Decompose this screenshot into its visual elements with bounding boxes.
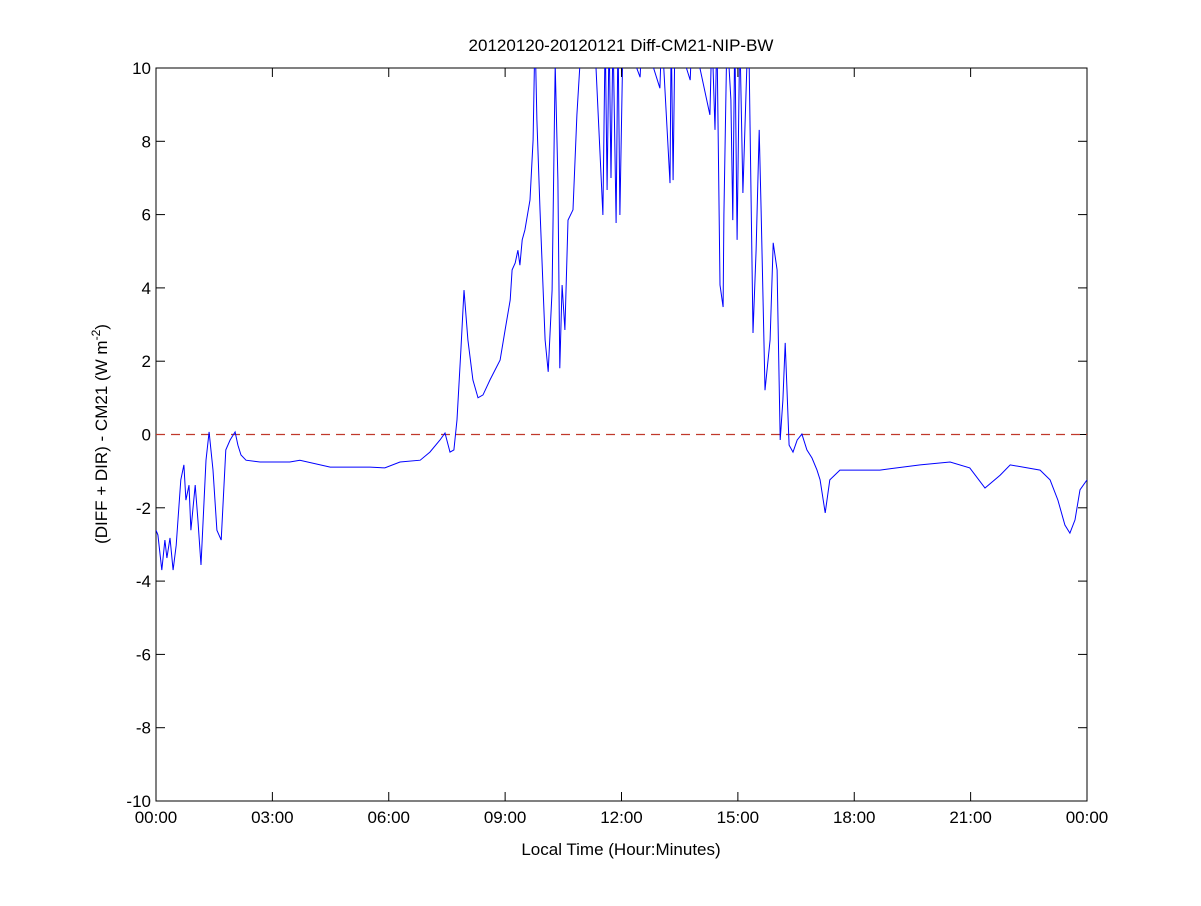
x-tick-label: 06:00 <box>367 808 410 827</box>
y-axis-label-close: ) <box>92 324 111 330</box>
x-axis-label: Local Time (Hour:Minutes) <box>521 840 720 859</box>
x-tick-label: 18:00 <box>833 808 876 827</box>
y-tick-label: 8 <box>142 132 151 151</box>
axis-ticks <box>155 67 1088 802</box>
chart-title: 20120120-20120121 Diff-CM21-NIP-BW <box>469 36 774 55</box>
y-tick-label: -6 <box>136 645 151 664</box>
series-line <box>156 68 1087 571</box>
y-tick-label: 2 <box>142 352 151 371</box>
y-tick-label: -8 <box>136 719 151 738</box>
x-tick-labels: 00:00 03:00 06:00 09:00 12:00 15:00 18:00 21:00… <box>135 808 1109 827</box>
y-tick-label: 4 <box>142 279 151 298</box>
x-tick-label: 00:00 <box>1066 808 1109 827</box>
x-tick-label: 21:00 <box>949 808 992 827</box>
x-tick-label: 00:00 <box>135 808 178 827</box>
x-tick-label: 03:00 <box>251 808 294 827</box>
y-tick-label: -2 <box>136 499 151 518</box>
y-tick-label: -4 <box>136 572 151 591</box>
y-tick-labels: -10 -8 -6 -4 -2 0 2 4 6 8 10 <box>126 59 151 811</box>
x-tick-label: 15:00 <box>717 808 760 827</box>
y-axis-label-superscript: -2 <box>89 329 103 340</box>
y-tick-label: 0 <box>142 426 151 445</box>
y-tick-label: -10 <box>126 792 151 811</box>
y-axis-label: (DIFF + DIR) - CM21 (W m-2) <box>89 324 111 544</box>
y-axis-label-main: (DIFF + DIR) - CM21 (W m <box>92 340 111 544</box>
y-tick-label: 6 <box>142 206 151 225</box>
x-tick-label: 09:00 <box>484 808 527 827</box>
x-tick-label: 12:00 <box>600 808 643 827</box>
y-tick-label: 10 <box>132 59 151 78</box>
